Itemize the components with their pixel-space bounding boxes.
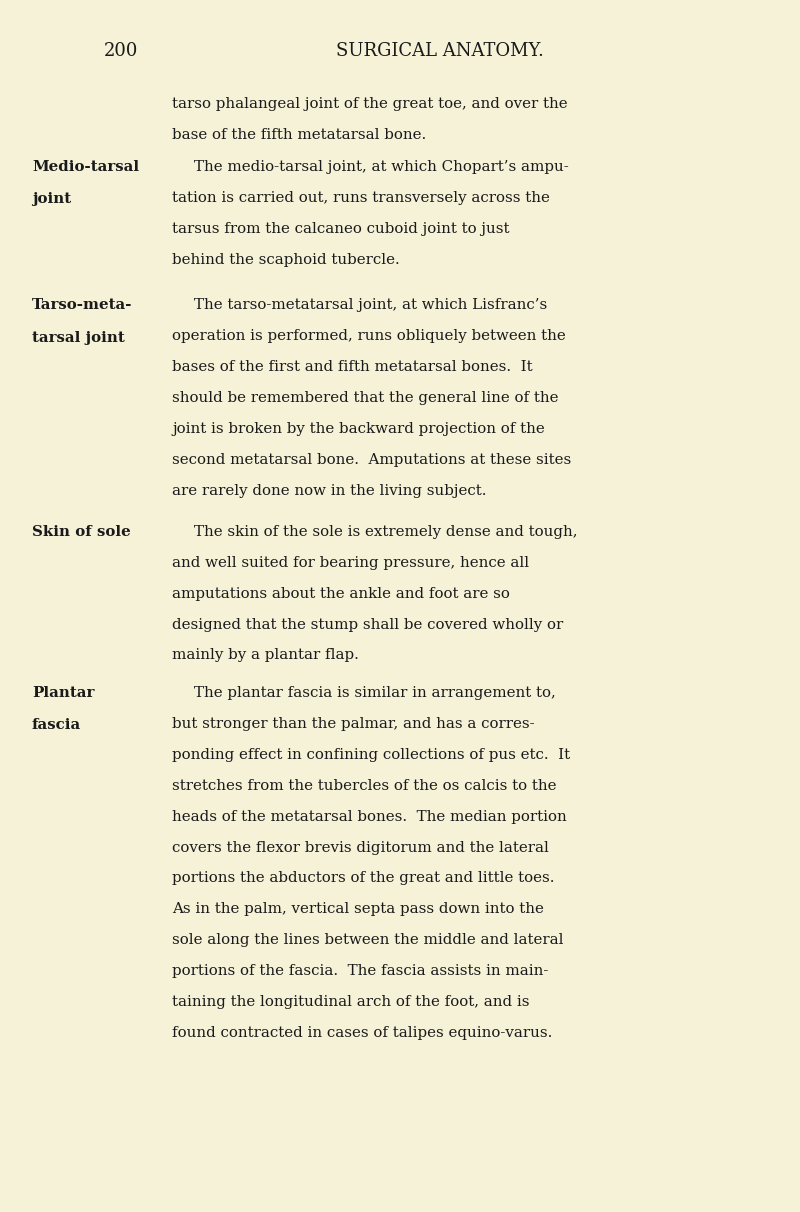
Text: sole along the lines between the middle and lateral: sole along the lines between the middle … [172,933,563,948]
Text: taining the longitudinal arch of the foot, and is: taining the longitudinal arch of the foo… [172,995,530,1010]
Text: The plantar fascia is similar in arrangement to,: The plantar fascia is similar in arrange… [194,686,556,701]
Text: designed that the stump shall be covered wholly or: designed that the stump shall be covered… [172,618,563,631]
Text: found contracted in cases of talipes equino-varus.: found contracted in cases of talipes equ… [172,1025,552,1040]
Text: 200: 200 [104,42,138,61]
Text: SURGICAL ANATOMY.: SURGICAL ANATOMY. [336,42,544,61]
Text: Skin of sole: Skin of sole [32,525,130,539]
Text: tarsus from the calcaneo cuboid joint to just: tarsus from the calcaneo cuboid joint to… [172,222,510,236]
Text: but stronger than the palmar, and has a corres-: but stronger than the palmar, and has a … [172,718,534,731]
Text: behind the scaphoid tubercle.: behind the scaphoid tubercle. [172,253,400,267]
Text: and well suited for bearing pressure, hence all: and well suited for bearing pressure, he… [172,555,529,570]
Text: Plantar: Plantar [32,686,94,701]
Text: ponding effect in confining collections of pus etc.  It: ponding effect in confining collections … [172,748,570,762]
Text: mainly by a plantar flap.: mainly by a plantar flap. [172,648,359,663]
Text: are rarely done now in the living subject.: are rarely done now in the living subjec… [172,484,486,498]
Text: The medio-tarsal joint, at which Chopart’s ampu-: The medio-tarsal joint, at which Chopart… [194,160,569,175]
Text: The tarso-metatarsal joint, at which Lisfranc’s: The tarso-metatarsal joint, at which Lis… [194,298,548,313]
Text: joint: joint [32,193,71,206]
Text: base of the fifth metatarsal bone.: base of the fifth metatarsal bone. [172,127,426,142]
Text: As in the palm, vertical septa pass down into the: As in the palm, vertical septa pass down… [172,902,544,916]
Text: tation is carried out, runs transversely across the: tation is carried out, runs transversely… [172,190,550,205]
Text: portions of the fascia.  The fascia assists in main-: portions of the fascia. The fascia assis… [172,965,548,978]
Text: covers the flexor brevis digitorum and the lateral: covers the flexor brevis digitorum and t… [172,841,549,854]
Text: Medio-tarsal: Medio-tarsal [32,160,139,175]
Text: fascia: fascia [32,719,82,732]
Text: second metatarsal bone.  Amputations at these sites: second metatarsal bone. Amputations at t… [172,452,571,467]
Text: Tarso-meta-: Tarso-meta- [32,298,133,313]
Text: The skin of the sole is extremely dense and tough,: The skin of the sole is extremely dense … [194,525,578,539]
Text: stretches from the tubercles of the os calcis to the: stretches from the tubercles of the os c… [172,779,557,793]
Text: should be remembered that the general line of the: should be remembered that the general li… [172,390,558,405]
Text: bases of the first and fifth metatarsal bones.  It: bases of the first and fifth metatarsal … [172,360,533,375]
Text: tarso phalangeal joint of the great toe, and over the: tarso phalangeal joint of the great toe,… [172,97,568,112]
Text: tarsal joint: tarsal joint [32,331,125,344]
Text: operation is performed, runs obliquely between the: operation is performed, runs obliquely b… [172,328,566,343]
Text: portions the abductors of the great and little toes.: portions the abductors of the great and … [172,871,554,886]
Text: joint is broken by the backward projection of the: joint is broken by the backward projecti… [172,422,545,436]
Text: amputations about the ankle and foot are so: amputations about the ankle and foot are… [172,587,510,601]
Text: heads of the metatarsal bones.  The median portion: heads of the metatarsal bones. The media… [172,810,566,824]
